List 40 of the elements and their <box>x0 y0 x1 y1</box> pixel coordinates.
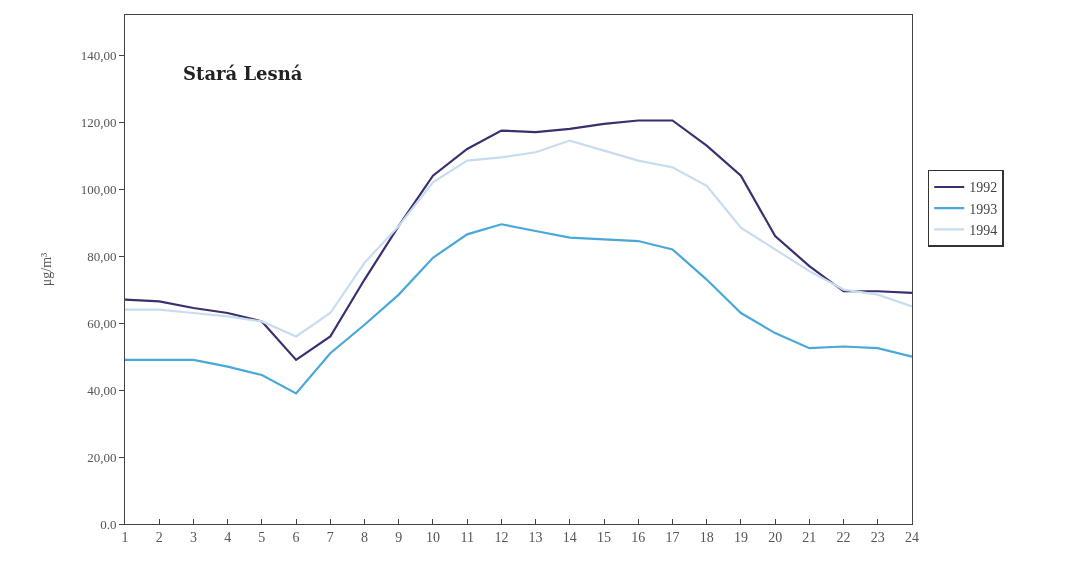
x-tick-label: 22 <box>836 529 851 545</box>
x-tick-label: 9 <box>395 529 403 545</box>
y-tick-label: 60,00 <box>87 315 117 331</box>
x-tick-label: 14 <box>562 529 577 545</box>
x-tick-label: 4 <box>224 529 232 545</box>
x-tick-label: 1 <box>121 529 129 545</box>
x-tick-label: 24 <box>905 529 919 545</box>
text: Stará Lesná <box>183 63 303 85</box>
y-tick-label: 80,00 <box>87 248 117 264</box>
x-tick-label: 2 <box>155 529 163 545</box>
x-tick-label: 3 <box>189 529 197 545</box>
x-tick-label: 10 <box>425 529 440 545</box>
x-tick-label: 20 <box>768 529 783 545</box>
line-series <box>125 139 912 338</box>
x-tick-label: 18 <box>699 529 714 545</box>
x-tick-label: 8 <box>361 529 369 545</box>
y-tick-label: 140,00 <box>80 47 117 63</box>
line-series <box>125 223 912 395</box>
y-tick-label: 0.0 <box>100 516 117 532</box>
x-tick-label: 15 <box>597 529 612 545</box>
x-tick-label: 6 <box>292 529 300 545</box>
line-series <box>125 119 912 362</box>
y-tick-label: 100,00 <box>80 181 117 197</box>
x-tick-label: 17 <box>665 529 680 545</box>
y-tick-label: 120,00 <box>80 114 117 130</box>
legend-label: 1993 <box>969 201 998 217</box>
x-tick-label: 13 <box>528 529 543 545</box>
x-tick-label: 7 <box>326 529 334 545</box>
x-tick-label: 19 <box>733 529 748 545</box>
y-tick-label: 40,00 <box>87 382 117 398</box>
x-tick-label: 11 <box>460 529 474 545</box>
y-tick-label: 20,00 <box>87 449 117 465</box>
x-tick-label: 23 <box>870 529 885 545</box>
legend-label: 1994 <box>969 222 998 238</box>
y-axis-title: μg/m³ <box>39 252 55 287</box>
x-tick-label: 12 <box>494 529 509 545</box>
x-tick-label: 5 <box>258 529 266 545</box>
legend-label: 1992 <box>969 180 998 196</box>
x-tick-label: 21 <box>802 529 817 545</box>
x-tick-label: 16 <box>631 529 646 545</box>
